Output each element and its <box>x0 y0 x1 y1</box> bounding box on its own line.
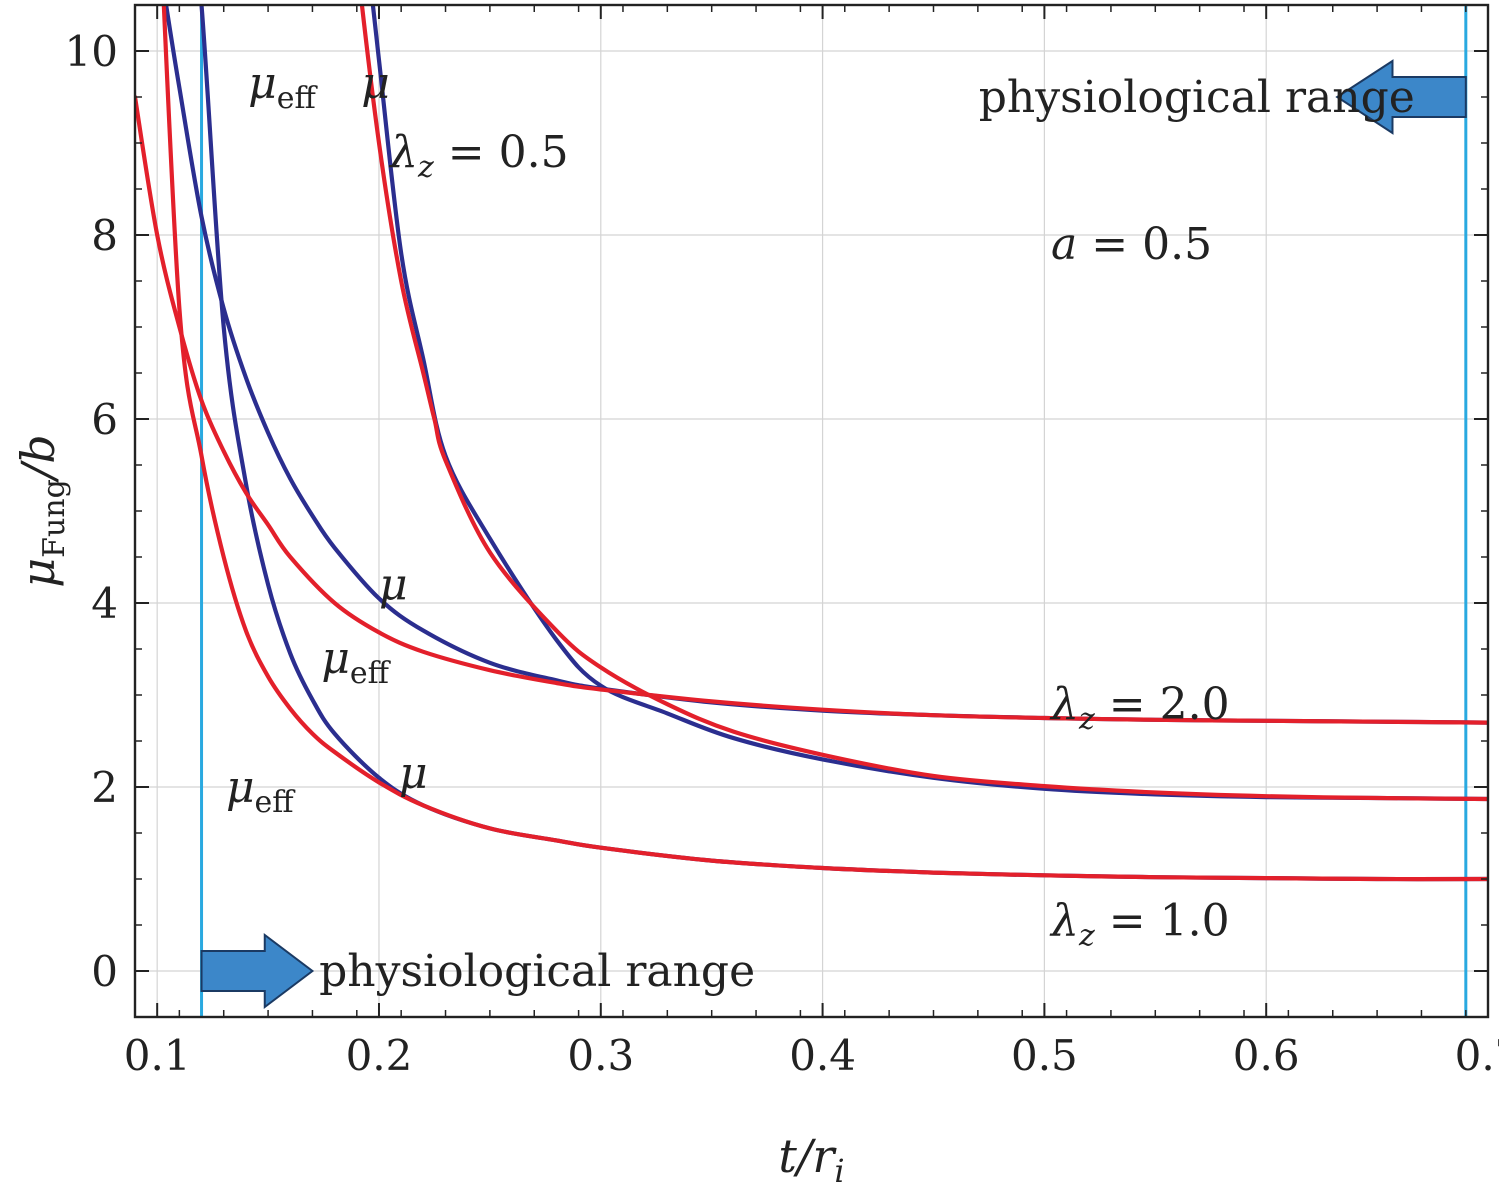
x-tick-label: 0.4 <box>789 1031 856 1080</box>
lambda-z-label: λz = 0.5 <box>388 127 569 185</box>
physiological-range-arrow-left <box>1335 59 1467 135</box>
reference-lines <box>200 5 1468 1017</box>
mu-eff-curve-1.0 <box>161 5 1488 882</box>
mu-eff-curve-2.0 <box>135 94 1488 725</box>
mu-label: μ <box>379 560 408 611</box>
x-tick-label: 0.6 <box>1233 1031 1300 1080</box>
mu-label: μ <box>361 58 390 109</box>
y-tick-label: 8 <box>91 211 118 260</box>
grid <box>135 5 1489 1017</box>
x-tick-label: 0.2 <box>346 1031 413 1080</box>
mu-eff-curve-0.5 <box>359 5 1488 802</box>
axis-ticks: 0.1 0.2 0.3 0.4 0.5 0.6 0.7 0 2 4 6 8 10 <box>65 4 1499 1080</box>
y-tick-label: 6 <box>91 395 118 444</box>
a-value-label: a = 0.5 <box>1051 219 1212 270</box>
y-tick-label: 4 <box>91 579 118 628</box>
lambda-z-label: λz = 2.0 <box>1049 679 1230 737</box>
physiological-range-label: physiological range <box>319 946 755 997</box>
physiological-range-arrow-right <box>200 932 315 1010</box>
plot-frame <box>133 3 1490 1019</box>
y-tick-label: 0 <box>91 947 118 996</box>
x-tick-label: 0.1 <box>124 1031 191 1080</box>
mu-curve-1.0 <box>199 5 1488 882</box>
range-arrows <box>200 59 1467 1010</box>
x-tick-label: 0.7 <box>1455 1031 1499 1080</box>
x-axis-title: t/ri <box>778 1129 844 1189</box>
x-tick-label: 0.5 <box>1011 1031 1078 1080</box>
physiological-range-label: physiological range <box>979 72 1415 123</box>
y-axis-title: μFung/b <box>11 434 72 588</box>
mu-eff-label: μeff <box>248 58 318 116</box>
mu-eff-label: μeff <box>321 633 391 691</box>
annotations: physiological range physiological range λz… <box>226 58 1415 997</box>
mu-eff-label: μeff <box>226 762 296 820</box>
x-tick-label: 0.3 <box>567 1031 634 1080</box>
lambda-z-label: λz = 1.0 <box>1049 895 1230 953</box>
y-tick-label: 10 <box>65 27 118 76</box>
y-tick-label: 2 <box>91 763 118 812</box>
series-lines <box>135 5 1488 882</box>
mu-label: μ <box>399 748 428 799</box>
